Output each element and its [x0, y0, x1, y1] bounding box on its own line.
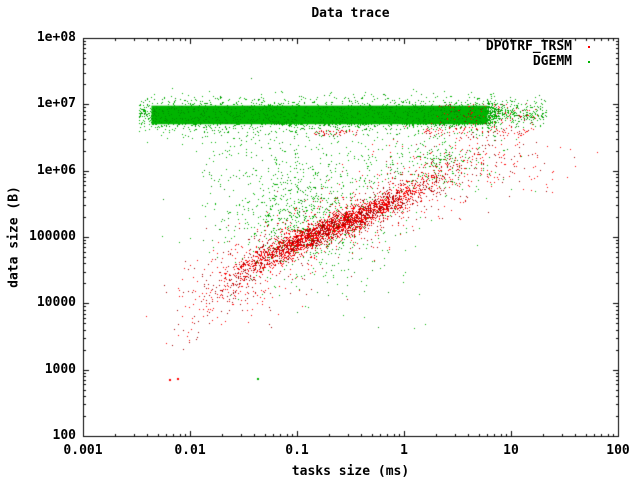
x-axis-label: tasks size (ms)	[291, 464, 410, 479]
y-tick-label: 10000	[36, 295, 76, 311]
legend-row-dgemm: DGEMM	[486, 54, 590, 69]
y-tick-label: 1e+06	[36, 162, 76, 178]
x-tick-label: 10	[503, 443, 519, 458]
y-tick-label: 1e+08	[36, 30, 76, 45]
legend-dot-icon-green	[588, 60, 590, 63]
legend-row-dpotrf-trsm: DPOTRF_TRSM	[486, 39, 590, 54]
x-tick-label: 0.01	[174, 443, 206, 458]
x-tick-label: 0.1	[285, 443, 309, 458]
y-tick-label: 100000	[29, 229, 76, 244]
y-tick-label: 100	[52, 428, 76, 443]
y-tick-label: 1e+07	[36, 96, 76, 112]
legend: DPOTRF_TRSM DGEMM	[486, 39, 590, 69]
chart-title: Data trace	[311, 6, 390, 21]
y-tick-label: 1000	[44, 361, 76, 377]
legend-label-dgemm: DGEMM	[532, 54, 572, 69]
x-tick-label: 1	[400, 443, 408, 458]
x-tick-label: 0.001	[63, 443, 103, 458]
legend-dot-icon-red	[588, 45, 590, 48]
x-tick-label: 100	[606, 443, 630, 458]
legend-label-dpotrf-trsm: DPOTRF_TRSM	[485, 39, 572, 54]
